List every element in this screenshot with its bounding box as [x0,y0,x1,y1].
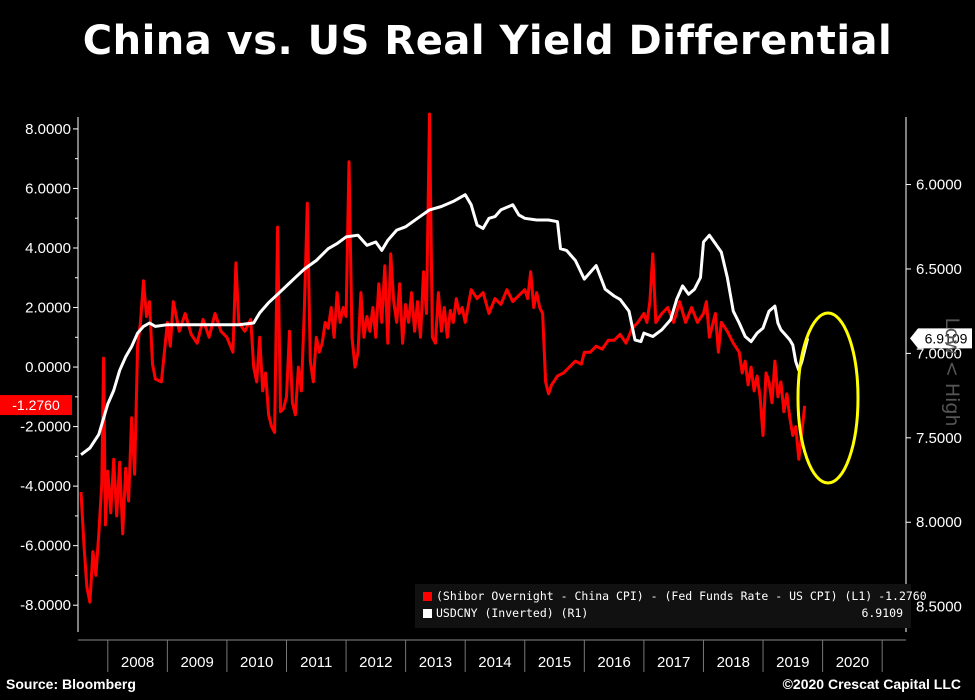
x-tick-label: 2015 [538,654,571,671]
x-tick-label: 2013 [419,654,452,671]
legend-item-white: USDCNY (Inverted) (R1) 6.9109 [423,605,903,621]
legend-label: USDCNY (Inverted) (R1) [436,606,589,620]
series-layer [79,112,810,604]
legend-item-red: (Shibor Overnight - China CPI) - (Fed Fu… [423,588,927,604]
x-tick-label: 2010 [240,654,273,671]
legend: (Shibor Overnight - China CPI) - (Fed Fu… [415,584,927,628]
legend-label: (Shibor Overnight - China CPI) - (Fed Fu… [436,589,873,603]
x-tick-label: 2008 [121,654,154,671]
x-tick-label: 2020 [836,654,869,671]
legend-value: 6.9109 [861,606,903,620]
left-last-value: -1.2760 [12,397,60,413]
x-tick-label: 2011 [300,654,332,671]
highlight-ellipse [796,311,860,485]
chart-title: China vs. US Real Yield Differential [82,18,893,64]
right-tick-label: 6.0000 [916,177,962,194]
right-last-value: 6.9109 [925,330,968,346]
right-axis-title: Low < High [941,317,963,427]
x-tick-label: 2019 [776,654,809,671]
left-tick-label: -6.0000 [20,538,71,555]
left-tick-label: 6.0000 [25,180,71,197]
series-line-white [80,193,810,456]
x-tick-label: 2016 [597,654,630,671]
left-tick-label: -2.0000 [20,419,71,436]
right-last-value-tag [910,328,972,349]
series-line-red [79,112,807,604]
right-tick-label: 6.5000 [916,261,962,278]
x-tick-label: 2012 [359,654,392,671]
left-tick-label: -4.0000 [20,478,71,495]
legend-swatch-white [423,608,432,618]
left-tick-label: -8.0000 [20,597,71,614]
left-tick-label: 2.0000 [25,300,71,317]
right-tick-label: 7.5000 [916,430,962,447]
source-label: Source: Bloomberg [6,676,136,692]
left-tick-label: 0.0000 [25,359,71,376]
x-tick-label: 2017 [657,654,690,671]
left-last-value-tag [0,395,72,416]
legend-value: -1.2760 [878,589,927,603]
x-tick-label: 2014 [478,654,511,671]
copyright-label: ©2020 Crescat Capital LLC [782,676,961,692]
right-tick-label: 8.0000 [916,514,962,531]
left-tick-label: 4.0000 [25,240,71,257]
x-tick-label: 2018 [717,654,750,671]
labels-layer: -1.2760 6.9109 [0,328,972,416]
axes-layer: 8.0000 6.0000 4.0000 2.0000 0.0000 -2.0000 -4.… [20,117,962,672]
right-tick-label: 8.5000 [916,599,962,616]
right-tick-label: 7.0000 [916,345,962,362]
legend-swatch-red [423,591,432,601]
left-tick-label: 8.0000 [25,121,71,138]
x-tick-label: 2009 [180,654,213,671]
